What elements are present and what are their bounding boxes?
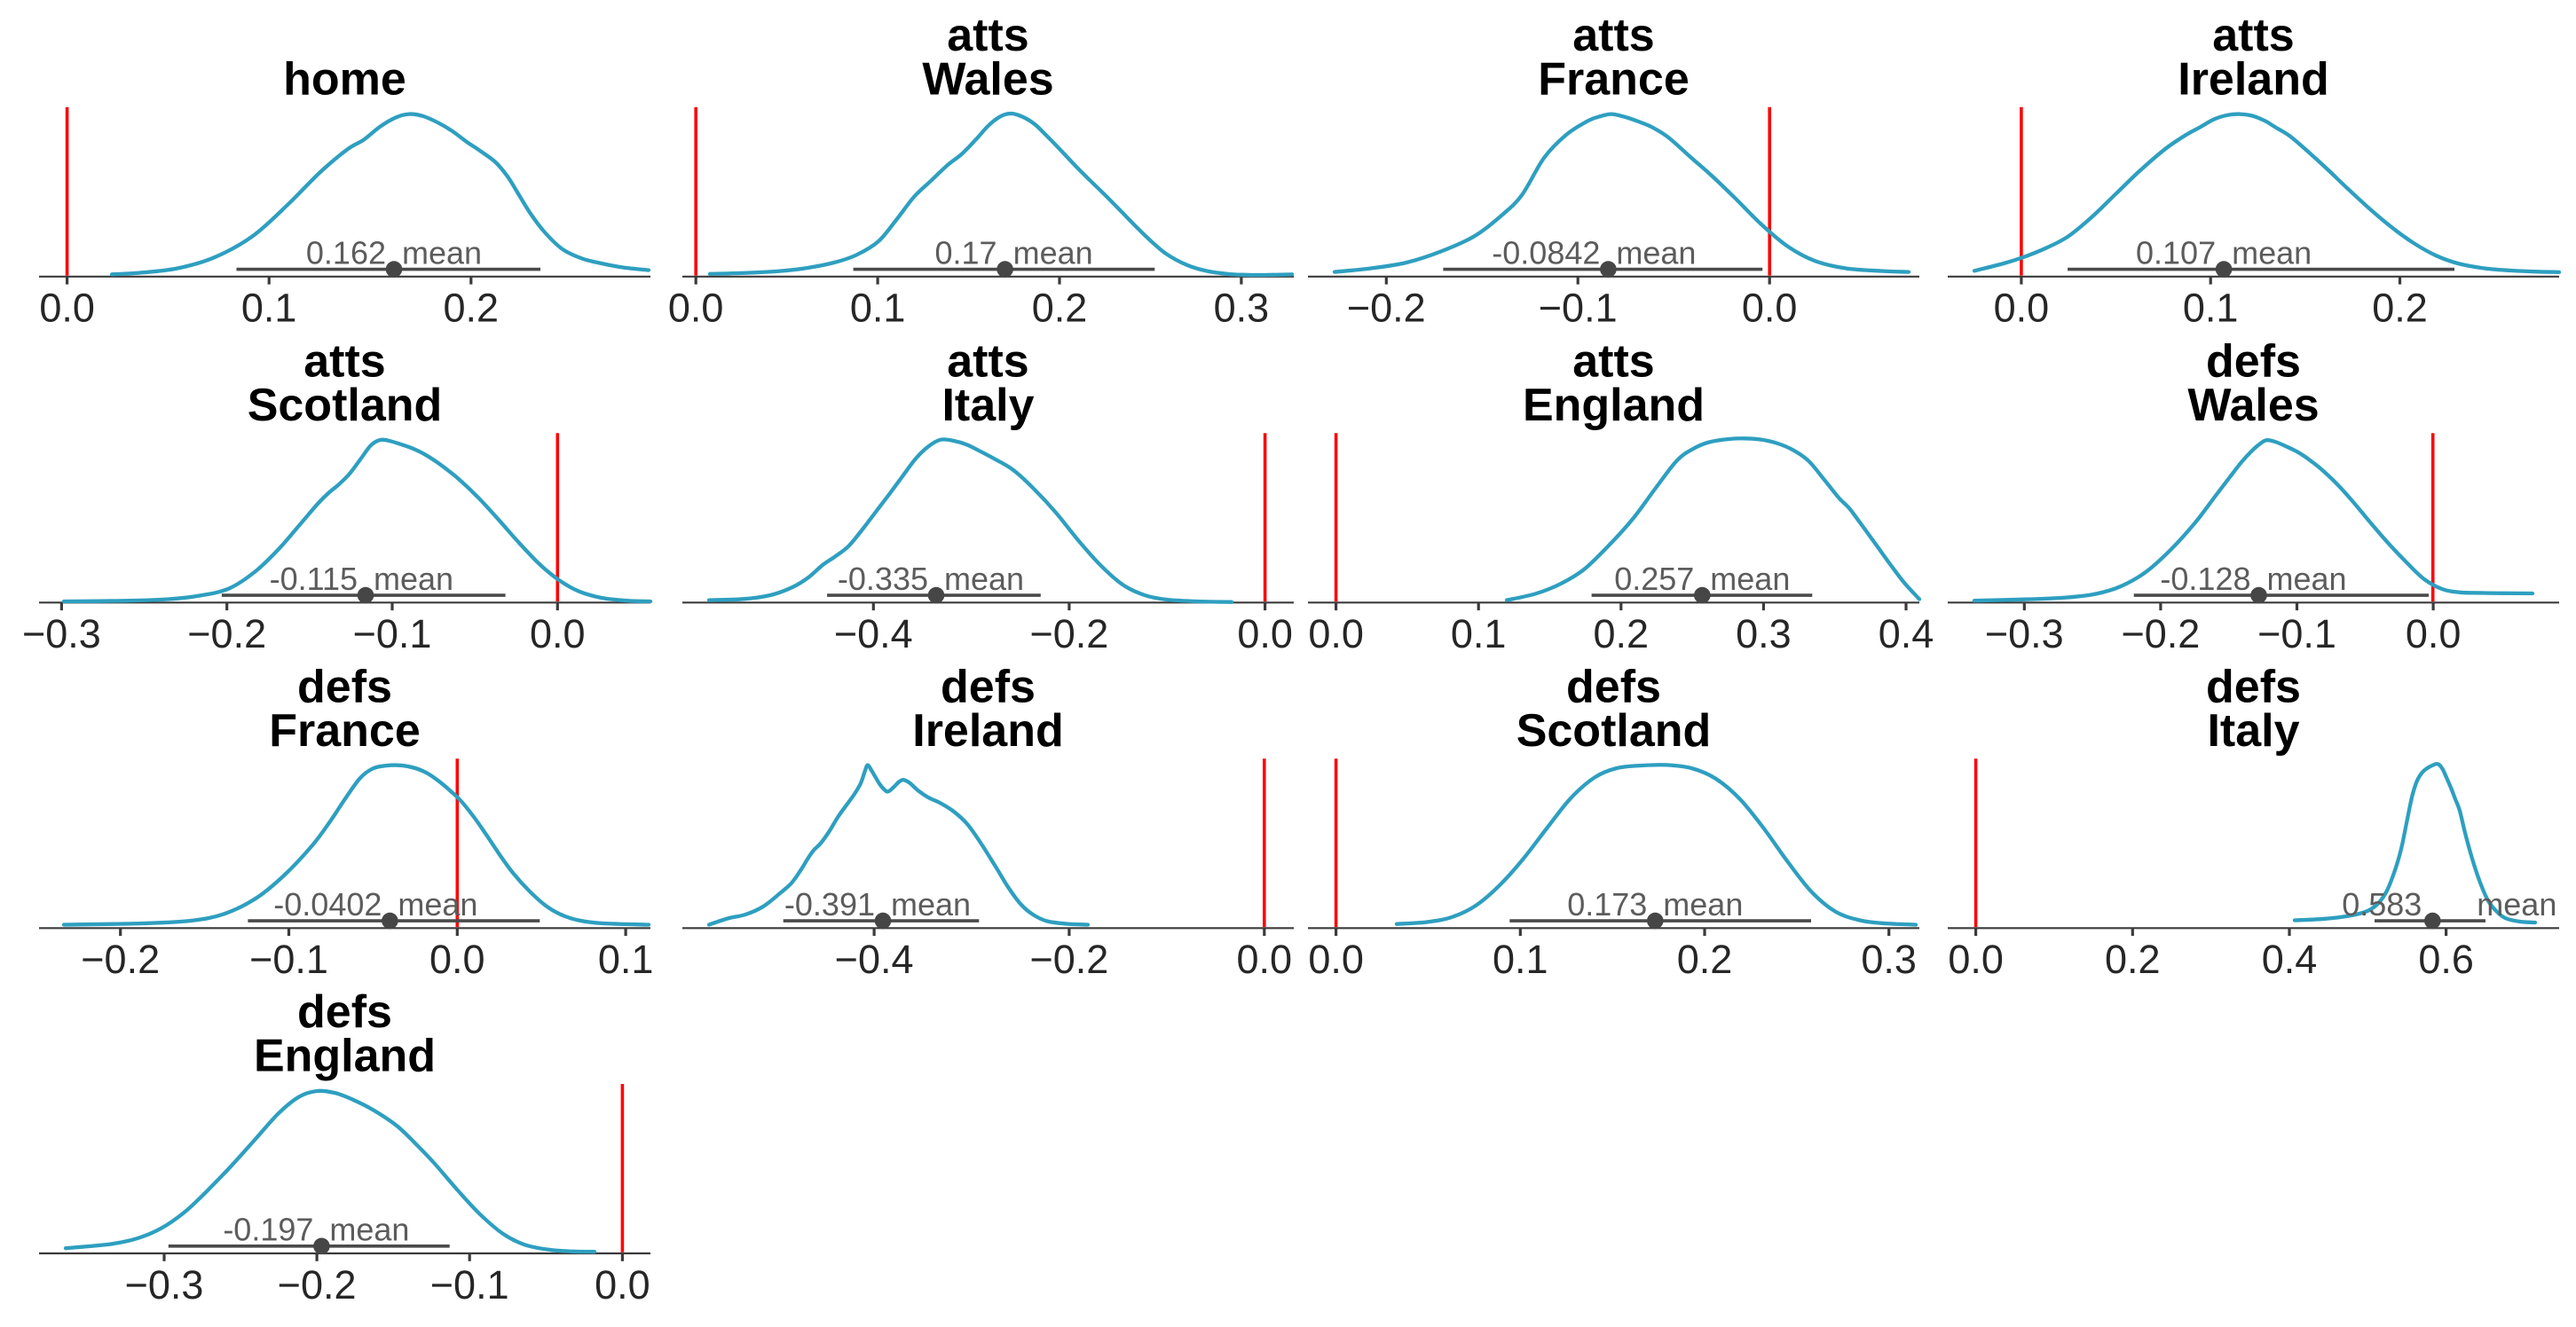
svg-text:0.2: 0.2 [2105,937,2161,982]
svg-text:-0.115: -0.115 [270,561,358,597]
svg-text:0.3: 0.3 [1861,937,1917,982]
svg-text:0.0: 0.0 [530,611,586,656]
svg-text:0.0: 0.0 [429,937,485,982]
svg-text:Ireland: Ireland [912,705,1064,757]
svg-text:-0.335: -0.335 [838,561,928,597]
svg-text:−0.4: −0.4 [834,611,913,656]
svg-text:−0.2: −0.2 [2121,611,2200,656]
svg-text:England: England [254,1031,436,1082]
svg-text:0.0: 0.0 [1994,286,2050,331]
svg-text:atts: atts [947,10,1028,61]
svg-text:Ireland: Ireland [2178,53,2329,105]
svg-text:−0.2: −0.2 [81,937,160,982]
svg-text:−0.2: −0.2 [278,1262,357,1307]
svg-text:0.0: 0.0 [595,1262,650,1307]
svg-text:0.162: 0.162 [306,234,386,271]
svg-text:−0.2: −0.2 [1347,286,1426,331]
svg-text:Italy: Italy [2207,705,2299,757]
svg-text:atts: atts [2212,10,2294,61]
svg-text:0.0: 0.0 [39,286,95,331]
svg-text:0.0: 0.0 [1237,937,1293,982]
svg-text:−0.3: −0.3 [22,611,101,656]
svg-text:defs: defs [297,661,392,712]
svg-text:-0.0842: -0.0842 [1492,234,1600,271]
svg-text:0.0: 0.0 [1742,286,1798,331]
svg-text:−0.1: −0.1 [430,1262,509,1307]
svg-text:0.2: 0.2 [1594,611,1650,656]
svg-text:mean: mean [1710,561,1790,597]
svg-text:0.3: 0.3 [1214,286,1270,331]
svg-text:0.257: 0.257 [1614,561,1694,597]
svg-text:Wales: Wales [922,53,1053,105]
svg-text:defs: defs [941,661,1036,712]
svg-text:0.1: 0.1 [598,937,654,982]
svg-text:−0.4: −0.4 [835,937,914,982]
svg-text:0.17: 0.17 [935,234,997,271]
svg-text:mean: mean [402,234,482,271]
svg-text:0.0: 0.0 [668,286,724,331]
svg-text:defs: defs [2206,335,2301,387]
svg-text:−0.3: −0.3 [125,1262,204,1307]
svg-text:0.1: 0.1 [1451,611,1507,656]
svg-text:0.2: 0.2 [1032,286,1088,331]
svg-text:Scotland: Scotland [248,380,443,431]
svg-text:0.4: 0.4 [2262,937,2318,982]
svg-text:−0.1: −0.1 [2257,611,2336,656]
svg-text:0.0: 0.0 [1948,937,2004,982]
svg-text:France: France [1538,53,1690,105]
svg-text:Wales: Wales [2187,380,2319,431]
svg-text:mean: mean [891,886,971,923]
svg-text:−0.3: −0.3 [1985,611,2064,656]
svg-text:−0.1: −0.1 [353,611,432,656]
svg-text:mean: mean [2477,886,2556,923]
svg-text:0.2: 0.2 [2372,286,2428,331]
svg-text:home: home [283,53,406,105]
svg-text:-0.0402: -0.0402 [273,886,382,923]
svg-text:England: England [1523,380,1705,431]
svg-text:defs: defs [1566,661,1661,712]
svg-text:0.0: 0.0 [2406,611,2462,656]
svg-text:0.173: 0.173 [1567,886,1647,923]
svg-text:-0.197: -0.197 [223,1212,313,1248]
svg-text:−0.2: −0.2 [1029,937,1108,982]
svg-text:mean: mean [1013,234,1093,271]
svg-text:mean: mean [944,561,1024,597]
svg-text:-0.391: -0.391 [784,886,875,923]
svg-text:0.1: 0.1 [1493,937,1548,982]
svg-text:0.0: 0.0 [1237,611,1293,656]
svg-text:mean: mean [2232,234,2312,271]
svg-text:0.2: 0.2 [444,286,500,331]
svg-text:-0.128: -0.128 [2160,561,2250,597]
svg-text:mean: mean [398,886,477,923]
svg-text:−0.1: −0.1 [1539,286,1618,331]
svg-text:mean: mean [329,1212,409,1248]
svg-text:atts: atts [303,335,385,387]
svg-text:−0.1: −0.1 [249,937,328,982]
svg-text:0.3: 0.3 [1736,611,1792,656]
svg-text:Scotland: Scotland [1516,705,1712,757]
svg-text:atts: atts [1572,335,1654,387]
svg-text:0.2: 0.2 [1677,937,1733,982]
svg-text:mean: mean [1616,234,1696,271]
svg-text:mean: mean [2267,561,2347,597]
svg-text:0.107: 0.107 [2136,234,2216,271]
svg-text:defs: defs [2206,661,2301,712]
svg-text:mean: mean [374,561,453,597]
svg-text:0.1: 0.1 [2183,286,2239,331]
svg-text:0.583: 0.583 [2342,886,2422,923]
svg-text:France: France [269,705,421,757]
svg-text:Italy: Italy [941,380,1034,431]
svg-text:−0.2: −0.2 [1029,611,1108,656]
svg-text:mean: mean [1663,886,1743,923]
svg-text:0.0: 0.0 [1308,937,1364,982]
svg-text:0.4: 0.4 [1879,611,1934,656]
svg-text:0.0: 0.0 [1308,611,1364,656]
svg-text:0.1: 0.1 [241,286,297,331]
svg-text:0.1: 0.1 [850,286,906,331]
svg-text:defs: defs [297,986,392,1038]
svg-text:−0.2: −0.2 [187,611,266,656]
svg-text:atts: atts [947,335,1028,387]
svg-text:atts: atts [1572,10,1654,61]
svg-text:0.6: 0.6 [2418,937,2474,982]
